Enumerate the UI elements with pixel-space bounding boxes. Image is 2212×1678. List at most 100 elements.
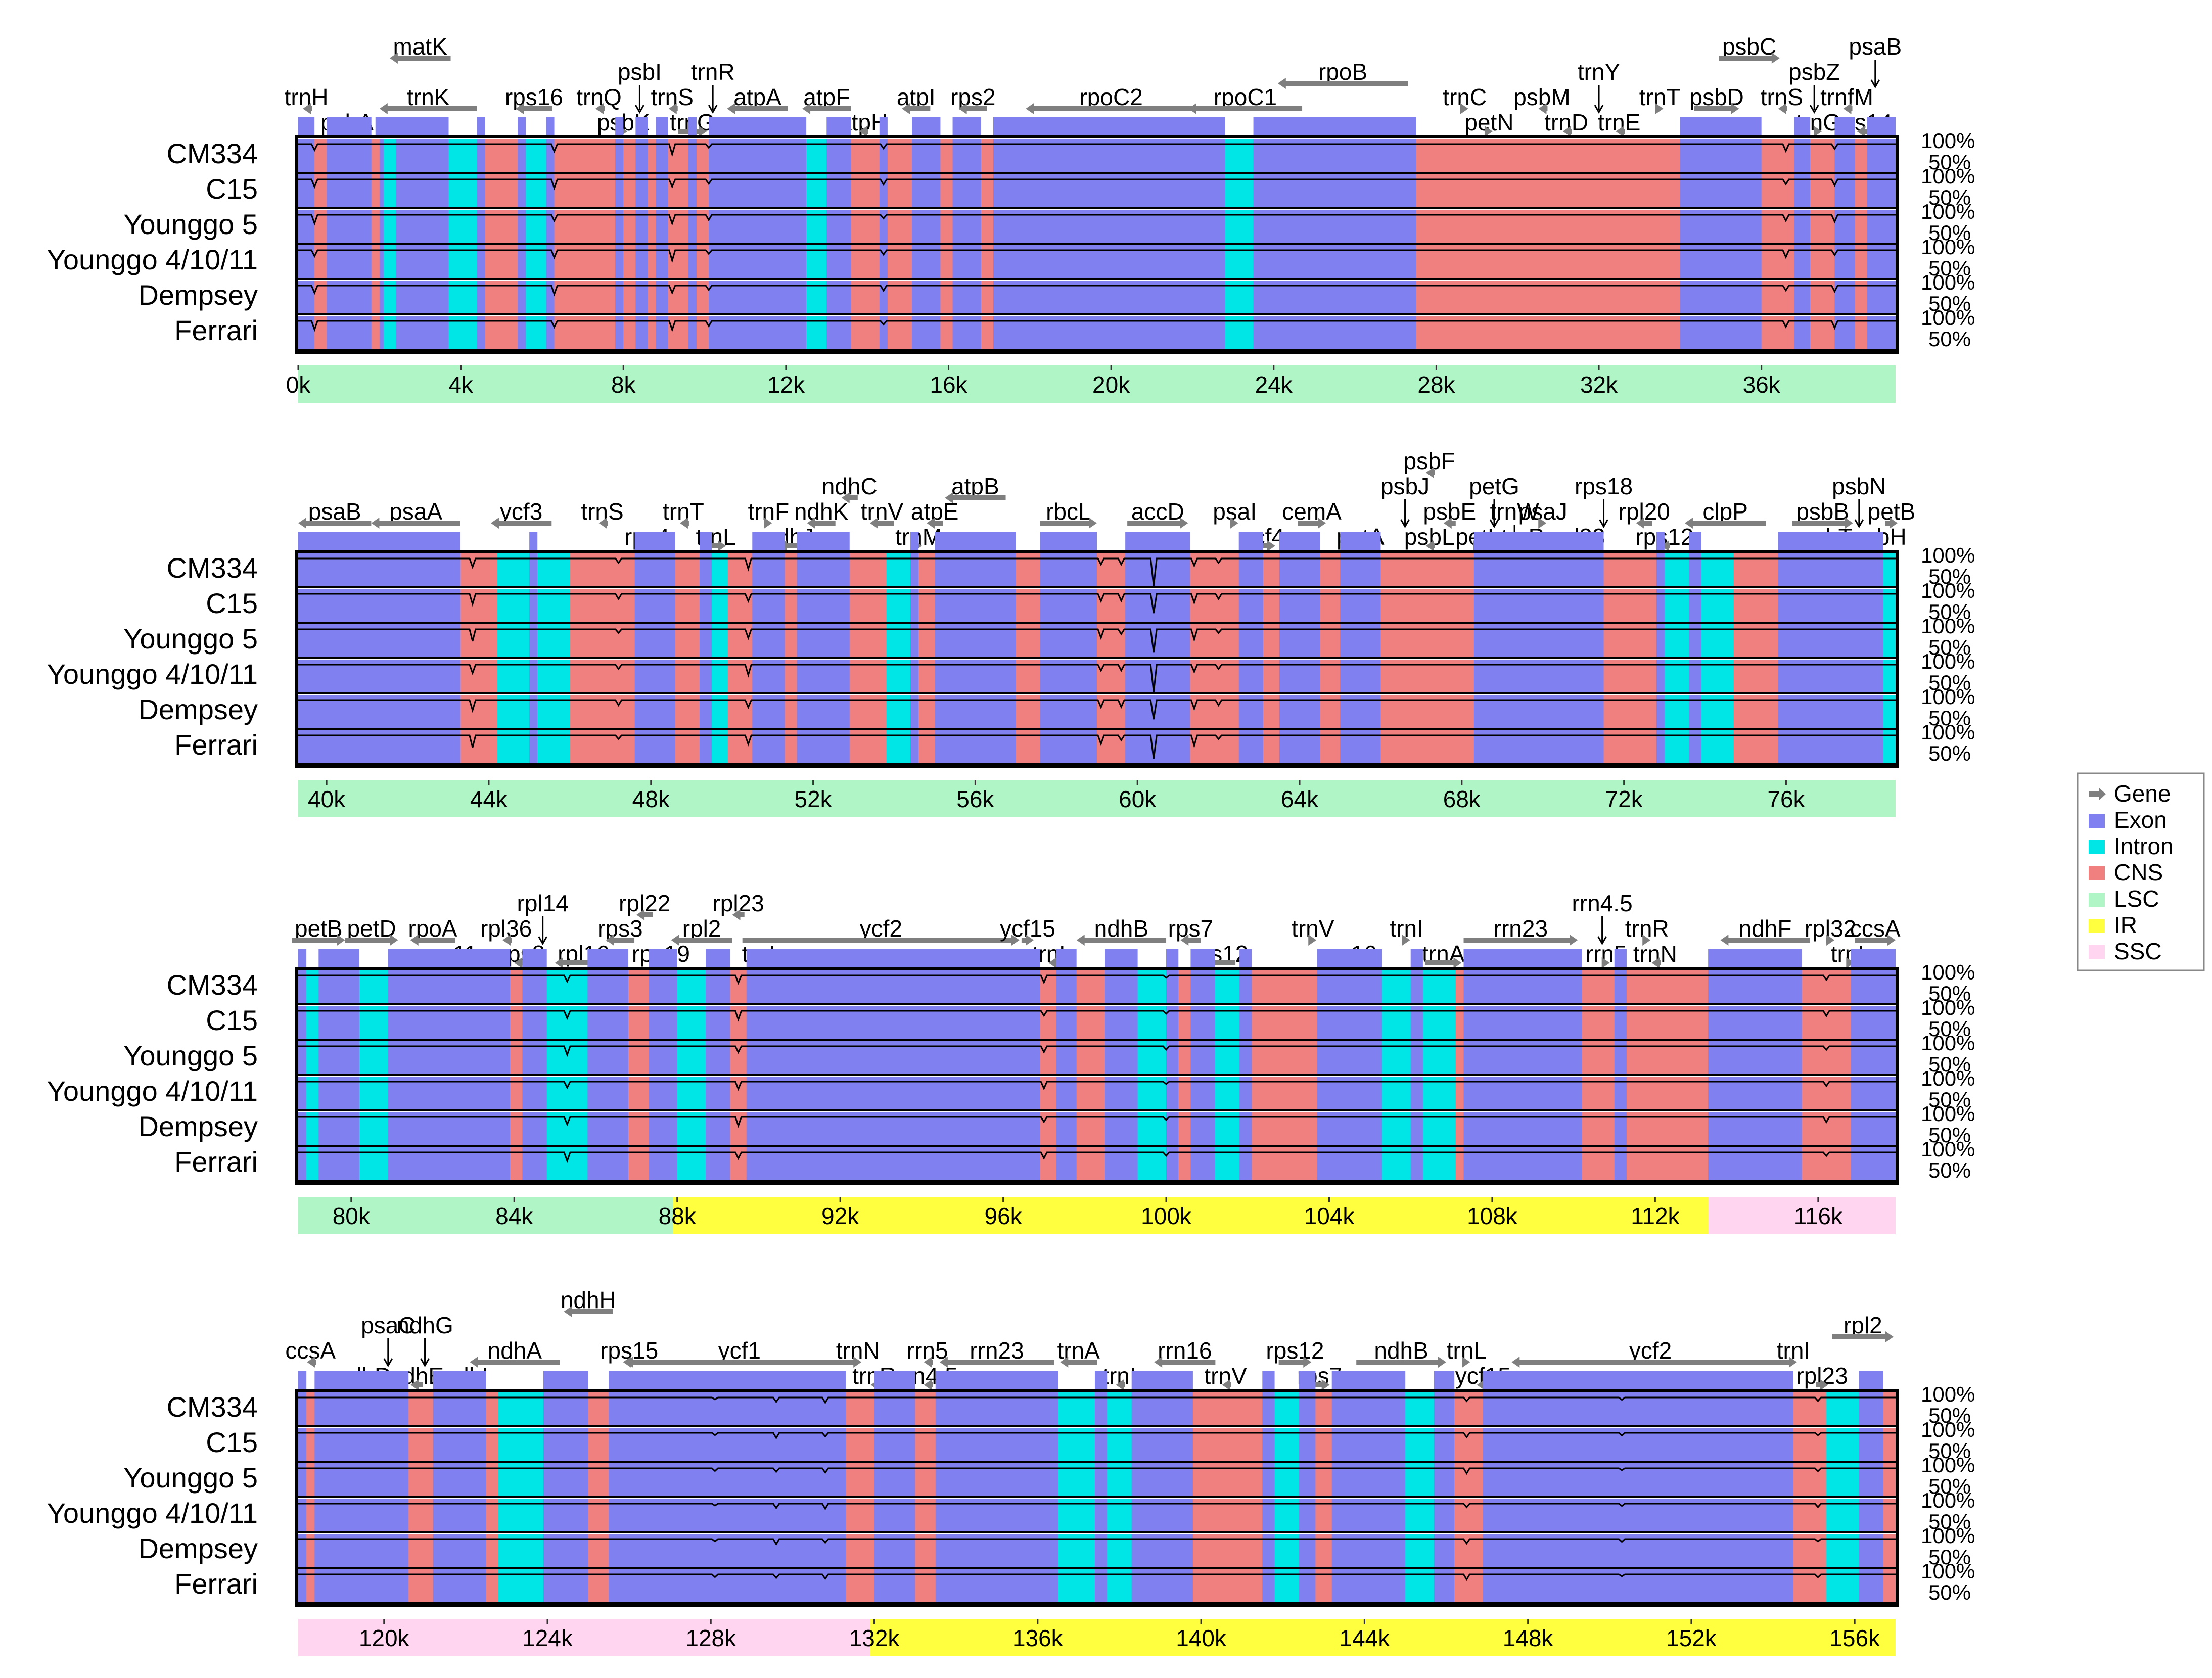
identity-line (298, 1010, 1896, 1022)
feature-strip (298, 532, 1883, 551)
gene-label: ccsA (285, 1337, 336, 1364)
gene-pointer-head (1854, 519, 1864, 529)
identity-line (298, 143, 1896, 157)
gene-label: psaJ (1518, 498, 1568, 525)
gene-arrow-shaft (1067, 1360, 1097, 1365)
gene-arrow-head (1887, 935, 1896, 946)
gene-pointer-head (1400, 519, 1410, 529)
gene-label: trnW (1490, 498, 1540, 525)
gene-arrow-head (1438, 1357, 1446, 1368)
gene-rpl14: rpl14 (517, 890, 569, 946)
strip-exon (412, 117, 449, 136)
track-4: 100%50% (298, 270, 1975, 315)
strip-exon (1125, 532, 1190, 551)
gene-arrow-head (727, 103, 735, 114)
gene-arrow-head (598, 518, 607, 529)
gene-label: rpl2 (682, 915, 721, 942)
y-tick-label: 100% (1921, 649, 1975, 673)
x-tick-label: 84k (495, 1203, 533, 1229)
strip-exon (1680, 117, 1762, 136)
track-5: 100%50% (298, 1137, 1975, 1182)
gene-label: ccsA (1850, 915, 1901, 942)
gene-psbL: psbL (1404, 524, 1455, 551)
strip-exon (1253, 117, 1416, 136)
y-tick-label: 100% (1921, 614, 1975, 638)
gene-trnC: trnC (1443, 84, 1487, 114)
x-tick-label: 124k (522, 1625, 573, 1651)
gene-arrow-head (764, 518, 772, 529)
gene-arrow-shaft (1309, 1382, 1323, 1387)
panel-1: trnHmatKtrnKpsbArps16trnQpsbIpsbKtrnStrn… (47, 33, 1975, 403)
gene-arrow-head (1443, 518, 1452, 529)
y-tick-label: 50% (1928, 1123, 1971, 1147)
y-tick-label: 50% (1928, 1510, 1971, 1533)
y-tick-label: 100% (1921, 685, 1975, 709)
gene-trnA: trnA (1057, 1337, 1100, 1368)
gene-arrow-shaft (378, 521, 460, 526)
sample-label: Younggo 5 (123, 623, 258, 655)
gene-clpP: clpP (1684, 498, 1766, 529)
gene-arrow-shaft (1187, 938, 1201, 943)
legend-swatch (2089, 866, 2105, 880)
gene-label: ycf1 (718, 1337, 761, 1364)
gene-psbI: psbI (618, 59, 662, 114)
gene-label: trnH (285, 84, 329, 110)
gene-label: trnV (1292, 915, 1334, 942)
strip-exon (1340, 532, 1381, 551)
legend-item-gene: Gene (2089, 780, 2171, 807)
gene-arrow-shaft (523, 106, 552, 111)
gene-label: rpl22 (619, 890, 670, 916)
gene-arrow-head (1788, 1357, 1797, 1368)
strip-exon (522, 949, 547, 968)
gene-label: rpl2 (1844, 1312, 1882, 1338)
x-tick-label: 80k (333, 1203, 371, 1229)
gene-pointer-head (635, 105, 644, 114)
gene-psbC: psbC (1719, 33, 1780, 64)
y-tick-label: 100% (1921, 1031, 1975, 1055)
gene-arrow-head (1655, 103, 1664, 114)
gene-arrow-head (1308, 935, 1317, 946)
gene-arrow-head (389, 53, 398, 64)
gene-rpl32: rpl32 (1805, 915, 1856, 946)
gene-ndhB: ndhB (1076, 915, 1167, 946)
gene-arrow-head (1720, 935, 1729, 946)
gene-arrow-head (1026, 935, 1034, 946)
gene-label: psaC (361, 1312, 415, 1338)
gene-arrow-head (1511, 1357, 1520, 1368)
gene-rrn4.5: rrn4.5 (1572, 890, 1633, 946)
track-3: 100%50% (298, 649, 1975, 694)
strip-exon (1239, 949, 1252, 968)
gene-arrow-head (1684, 518, 1693, 529)
y-tick-label: 100% (1921, 306, 1975, 330)
gene-atpA: atpA (727, 84, 788, 114)
strip-exon (587, 949, 628, 968)
sample-label: CM334 (166, 1391, 258, 1423)
gene-label: atpA (733, 84, 781, 110)
gene-label: rps12 (1266, 1337, 1324, 1364)
gene-label: trnY (1578, 59, 1620, 85)
track-0: 100%50% (298, 543, 1975, 588)
y-tick-label: 50% (1928, 1439, 1971, 1463)
gene-arrow-head (958, 103, 967, 114)
gene-arrow-shaft (814, 521, 836, 526)
gene-ndhF: ndhF (1720, 915, 1810, 946)
track-cns (1455, 1112, 1464, 1146)
gene-petN: petN (1464, 109, 1514, 137)
gene-accD: accD (1127, 498, 1188, 529)
feature-strip (298, 1371, 1883, 1390)
sample-tracks: 100%50%100%50%100%50%100%50%100%50%100%5… (298, 1382, 1975, 1604)
gene-label: rrn4.5 (1572, 890, 1633, 916)
y-tick-label: 50% (1928, 982, 1971, 1005)
sample-label: C15 (206, 587, 258, 619)
identity-line (298, 1116, 1896, 1128)
gene-arrow-head (1089, 518, 1097, 529)
gene-trnI: trnI (1102, 1363, 1136, 1390)
gene-rpoB: rpoB (1277, 59, 1408, 89)
gene-petB: petB (292, 915, 345, 946)
strip-exon (388, 949, 511, 968)
legend-label: LSC (2114, 885, 2159, 912)
gene-rbcL: rbcL (1040, 498, 1097, 529)
gene-trnI: trnI (1777, 1337, 1810, 1368)
gene-label: psbJ (1380, 473, 1430, 499)
